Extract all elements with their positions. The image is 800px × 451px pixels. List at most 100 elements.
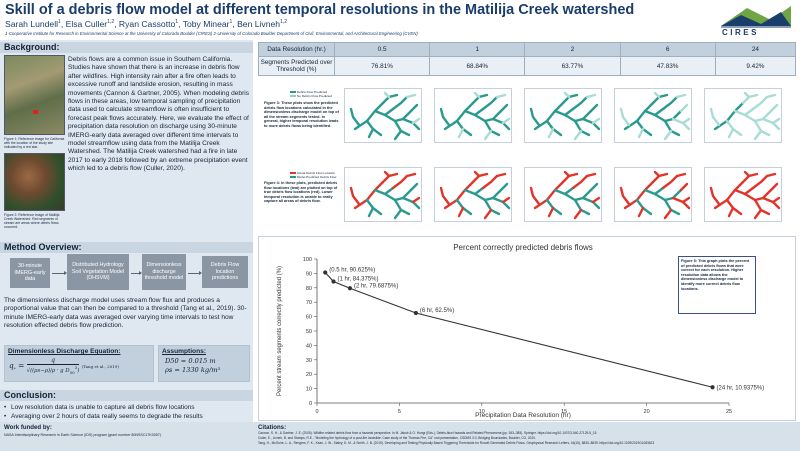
author-name: Toby Minear — [182, 19, 230, 29]
stream-segment — [771, 117, 781, 125]
stream-segment — [743, 91, 751, 99]
stream-segment — [473, 170, 481, 178]
stream-segment — [455, 198, 473, 216]
stream-segment — [547, 206, 555, 218]
y-tick-label: 10 — [306, 387, 312, 393]
stream-segment — [585, 93, 597, 99]
watershed-map-image — [4, 153, 65, 211]
stream-segment — [661, 95, 679, 111]
stream-segment — [651, 172, 669, 184]
stream-segment — [409, 182, 419, 192]
stream-segment — [653, 188, 683, 202]
stream-segment — [547, 127, 555, 139]
stream-segment — [765, 172, 777, 178]
poster-title: Skill of a debris flow model at differen… — [5, 2, 635, 18]
stream-segment — [591, 196, 601, 204]
stream-segment — [751, 174, 769, 190]
stream-segment — [367, 206, 375, 218]
cires-logo-text: CIRES — [722, 28, 759, 37]
affiliations: 1-Cooperative Institute for Research in … — [5, 31, 418, 36]
stream-map-predicted-6hr — [614, 88, 692, 143]
background-heading: Background: — [0, 42, 253, 53]
stream-segment — [529, 107, 541, 127]
flow-box-predictions: Debris Flow location predictions — [202, 256, 248, 288]
stream-segment — [501, 117, 511, 125]
data-point — [331, 279, 336, 284]
equation-box: Dimensionless Discharge Equation: q* = q… — [4, 345, 154, 382]
stream-segment — [393, 129, 403, 141]
resolution-table: Data Resolution (hr.) 0.5 1 2 6 24 Segme… — [258, 42, 797, 76]
author-name: Ben Livneh — [237, 19, 281, 29]
stream-segment — [637, 206, 645, 218]
stream-segment — [411, 196, 421, 204]
stream-segment — [391, 95, 409, 111]
stream-segment — [381, 172, 399, 184]
stream-segment — [365, 119, 383, 137]
y-tick-label: 90 — [306, 271, 312, 277]
y-tick-label: 0 — [309, 401, 312, 407]
y-tick-label: 20 — [306, 372, 312, 378]
figure-1-caption: Figure 1: Reference image for California… — [4, 137, 65, 149]
x-tick-label: 5 — [398, 409, 401, 415]
cires-logo-icon — [721, 6, 791, 28]
stream-segment — [563, 91, 571, 99]
flow-arrow-icon — [188, 271, 202, 275]
stream-segment — [751, 95, 769, 111]
stream-segment — [439, 107, 451, 127]
stream-segment — [545, 119, 563, 137]
x-tick-label: 10 — [479, 409, 485, 415]
figure-2-caption: Figure 2: Reference image of Matilija Cr… — [4, 213, 60, 229]
stream-segment — [405, 93, 417, 99]
stream-segment — [455, 119, 473, 137]
stream-segment — [663, 119, 681, 137]
conclusion-item: Averaging over 2 hours of data really se… — [4, 412, 250, 421]
stream-segment — [561, 172, 579, 184]
figure-3-caption: Figure 3: These plots show the predicted… — [264, 101, 339, 128]
line-chart: Percent correctly predicted debris flows… — [277, 243, 765, 419]
stream-segment — [365, 198, 383, 216]
stream-segment — [635, 119, 653, 137]
stream-segment — [563, 188, 593, 202]
stream-segment — [353, 101, 385, 131]
stream-segment — [681, 196, 691, 204]
data-label: (24 hr, 10.9375%) — [717, 385, 765, 391]
table-cell: 76.81% — [333, 56, 431, 76]
stream-segment — [383, 188, 413, 202]
stream-segment — [623, 180, 655, 210]
legend-label: Debris Flow Predicted — [296, 90, 328, 94]
method-text: The dimensionless discharge model uses s… — [4, 297, 247, 330]
stream-segment — [563, 170, 571, 178]
stream-segment — [391, 174, 409, 190]
stream-segment — [619, 107, 631, 127]
y-tick-label: 70 — [306, 300, 312, 306]
stream-segment — [457, 206, 465, 218]
method-heading: Method Overview: — [0, 242, 253, 253]
table-cell: 2 — [524, 42, 621, 57]
x-axis-label: Precipitation Data Resolution (hr) — [475, 412, 571, 419]
stream-segment — [545, 198, 563, 216]
table-cell: 63.77% — [524, 56, 621, 76]
stream-segment — [393, 208, 403, 220]
stream-segment — [481, 95, 499, 111]
stream-segment — [741, 93, 759, 105]
stream-segment — [653, 170, 661, 178]
stream-map-comparison-2hr — [524, 167, 602, 222]
stream-segment — [443, 101, 475, 131]
author-name: Sarah Lundell — [5, 19, 59, 29]
stream-segment — [675, 93, 687, 99]
stream-segment — [573, 198, 591, 216]
funding-text: NASA Interdisciplinary Research in Earth… — [4, 433, 161, 437]
stream-segment — [765, 93, 777, 99]
study-site-marker-icon — [33, 110, 38, 114]
stream-segment — [457, 127, 465, 139]
data-label: (2 hr, 79.6875%) — [354, 283, 398, 289]
poster-header: Skill of a debris flow model at differen… — [0, 0, 800, 40]
legend-swatch-icon — [290, 176, 296, 178]
stream-segment — [439, 186, 451, 206]
stream-segment — [623, 101, 655, 131]
data-label: (6 hr, 62.5%) — [420, 308, 454, 314]
stream-segment — [679, 182, 689, 192]
data-point — [323, 270, 328, 275]
stream-segment — [663, 129, 673, 141]
stream-segment — [561, 93, 579, 105]
